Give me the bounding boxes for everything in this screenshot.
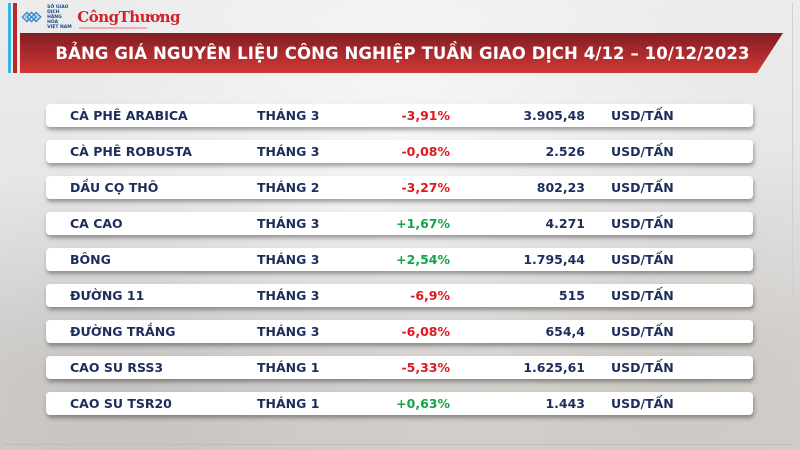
table-row: CÀ PHÊ ARABICA THÁNG 3 -3,91% 3.905,48 U… [46, 104, 753, 127]
price-change: -6,08% [401, 324, 450, 339]
table-row: CAO SU RSS3 THÁNG 1 -5,33% 1.625,61 USD/… [46, 356, 753, 379]
price-change: -5,33% [401, 360, 450, 375]
exchange-logo-line-2: HÀNG HÓA [47, 14, 62, 25]
price-change: -3,27% [401, 180, 450, 195]
price-change: -0,08% [401, 144, 450, 159]
congthuong-logo-text: CôngThương [77, 8, 180, 26]
price-value: 1.625,61 [523, 360, 585, 375]
table-row: CAO SU TSR20 THÁNG 1 +0,63% 1.443 USD/TẤ… [46, 392, 753, 415]
price-change: -3,91% [401, 108, 450, 123]
price-value: 654,4 [545, 324, 585, 339]
price-value: 515 [558, 288, 585, 303]
commodity-name: CÀ PHÊ ARABICA [70, 108, 188, 123]
table-row: ĐƯỜNG 11 THÁNG 3 -6,9% 515 USD/TẤN [46, 284, 753, 307]
commodity-name: ĐƯỜNG 11 [70, 288, 145, 303]
commodity-name: DẦU CỌ THÔ [70, 180, 159, 195]
page-title: BẢNG GIÁ NGUYÊN LIỆU CÔNG NGHIỆP TUẦN GI… [55, 43, 750, 63]
commodity-name: CAO SU TSR20 [70, 396, 172, 411]
congthuong-logo: CôngThương [77, 8, 180, 29]
price-unit: USD/TẤN [611, 180, 674, 195]
table-row: CÀ PHÊ ROBUSTA THÁNG 3 -0,08% 2.526 USD/… [46, 140, 753, 163]
price-value: 3.905,48 [523, 108, 585, 123]
contract-month: THÁNG 1 [257, 360, 320, 375]
exchange-logo-line-3: VIỆT NAM [47, 24, 72, 30]
price-change: +0,63% [396, 396, 450, 411]
price-value: 1.795,44 [523, 252, 585, 267]
title-banner: BẢNG GIÁ NGUYÊN LIỆU CÔNG NGHIỆP TUẦN GI… [20, 33, 783, 73]
price-value: 1.443 [545, 396, 585, 411]
commodity-name: CA CAO [70, 216, 123, 231]
table-row: ĐƯỜNG TRẮNG THÁNG 3 -6,08% 654,4 USD/TẤN [46, 320, 753, 343]
exchange-logo-line-1: SỞ GIAO DỊCH [47, 4, 69, 15]
price-value: 4.271 [545, 216, 585, 231]
contract-month: THÁNG 3 [257, 108, 320, 123]
price-unit: USD/TẤN [611, 324, 674, 339]
accent-stripe-cyan [8, 3, 11, 73]
price-value: 2.526 [545, 144, 585, 159]
price-change: -6,9% [410, 288, 450, 303]
price-unit: USD/TẤN [611, 360, 674, 375]
exchange-logo-icon [21, 11, 42, 23]
price-unit: USD/TẤN [611, 396, 674, 411]
price-unit: USD/TẤN [611, 252, 674, 267]
commodity-name: CAO SU RSS3 [70, 360, 164, 375]
contract-month: THÁNG 3 [257, 288, 320, 303]
price-unit: USD/TẤN [611, 108, 674, 123]
price-change: +1,67% [396, 216, 450, 231]
table-row: CA CAO THÁNG 3 +1,67% 4.271 USD/TẤN [46, 212, 753, 235]
price-unit: USD/TẤN [611, 144, 674, 159]
congthuong-logo-underline [79, 27, 148, 29]
contract-month: THÁNG 1 [257, 396, 320, 411]
price-unit: USD/TẤN [611, 288, 674, 303]
contract-month: THÁNG 2 [257, 180, 320, 195]
contract-month: THÁNG 3 [257, 144, 320, 159]
accent-stripe-red [13, 3, 17, 73]
commodity-name: ĐƯỜNG TRẮNG [70, 324, 176, 339]
header-logos: SỞ GIAO DỊCH HÀNG HÓA VIỆT NAM CôngThươn… [20, 3, 180, 31]
price-value: 802,23 [536, 180, 585, 195]
contract-month: THÁNG 3 [257, 216, 320, 231]
commodity-name: CÀ PHÊ ROBUSTA [70, 144, 192, 159]
exchange-logo-text: SỞ GIAO DỊCH HÀNG HÓA VIỆT NAM [47, 5, 73, 30]
table-row: DẦU CỌ THÔ THÁNG 2 -3,27% 802,23 USD/TẤN [46, 176, 753, 199]
price-change: +2,54% [396, 252, 450, 267]
contract-month: THÁNG 3 [257, 252, 320, 267]
contract-month: THÁNG 3 [257, 324, 320, 339]
content-panel [4, 2, 793, 445]
price-unit: USD/TẤN [611, 216, 674, 231]
table-row: BÔNG THÁNG 3 +2,54% 1.795,44 USD/TẤN [46, 248, 753, 271]
commodity-name: BÔNG [70, 252, 111, 267]
